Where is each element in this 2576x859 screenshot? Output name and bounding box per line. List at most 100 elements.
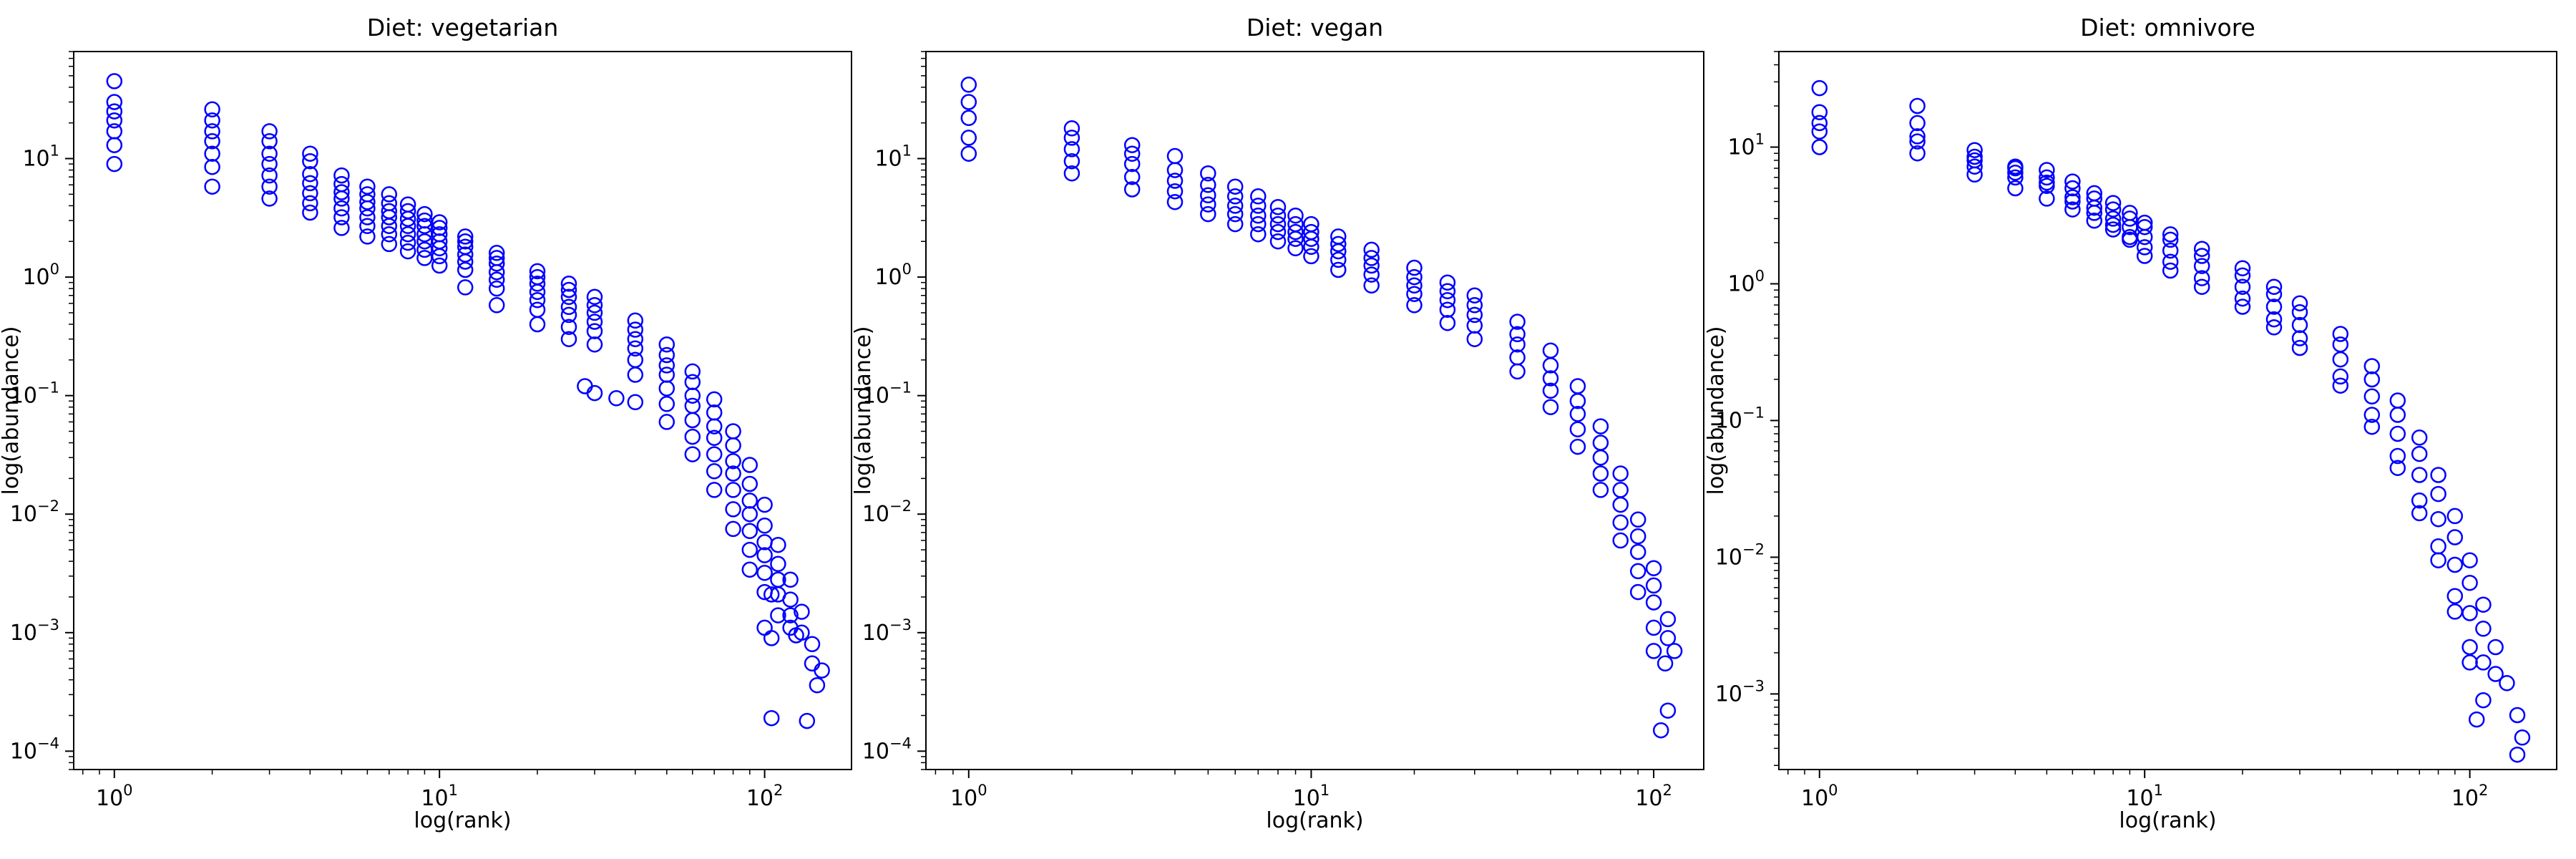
data-point bbox=[1439, 291, 1456, 309]
data-point bbox=[106, 103, 123, 120]
data-point bbox=[756, 496, 773, 513]
data-point bbox=[586, 304, 603, 321]
data-point bbox=[1466, 297, 1483, 314]
data-point bbox=[2475, 691, 2492, 709]
data-point bbox=[261, 155, 278, 173]
data-point bbox=[658, 380, 675, 397]
data-point bbox=[2064, 193, 2081, 210]
data-point bbox=[302, 165, 318, 183]
data-point bbox=[1811, 104, 1828, 120]
data-point bbox=[2265, 278, 2283, 295]
data-point bbox=[1645, 577, 1662, 594]
data-point bbox=[960, 130, 977, 146]
data-point bbox=[725, 482, 741, 498]
data-point bbox=[204, 101, 220, 118]
data-point bbox=[2162, 242, 2179, 259]
data-point bbox=[261, 178, 278, 195]
data-point bbox=[560, 306, 577, 324]
data-point bbox=[529, 316, 546, 333]
data-point bbox=[359, 178, 376, 195]
data-point bbox=[2193, 278, 2210, 295]
data-point bbox=[399, 234, 416, 251]
data-point bbox=[658, 357, 675, 374]
data-point bbox=[1063, 130, 1080, 146]
data-point bbox=[457, 233, 474, 250]
data-point bbox=[302, 195, 318, 212]
data-point bbox=[1466, 287, 1483, 304]
data-point bbox=[381, 236, 398, 253]
data-point bbox=[399, 243, 416, 260]
data-point bbox=[809, 676, 826, 694]
data-point bbox=[756, 619, 773, 636]
data-point bbox=[1363, 277, 1380, 294]
data-point bbox=[2291, 316, 2308, 334]
data-point bbox=[1612, 496, 1629, 513]
svg-text:101: 101 bbox=[874, 142, 912, 172]
svg-text:10−1: 10−1 bbox=[862, 379, 912, 409]
data-point bbox=[457, 228, 474, 245]
data-point bbox=[1542, 357, 1559, 374]
x-axis-label: log(rank) bbox=[2119, 808, 2216, 833]
data-point bbox=[608, 390, 625, 407]
data-point bbox=[488, 245, 505, 261]
data-point bbox=[1200, 165, 1216, 182]
data-point bbox=[359, 218, 376, 234]
data-point bbox=[1363, 266, 1380, 283]
subplot-title: Diet: vegetarian bbox=[367, 14, 559, 42]
data-point bbox=[333, 184, 350, 200]
data-point bbox=[1406, 259, 1423, 276]
data-point bbox=[1250, 207, 1267, 224]
data-point bbox=[457, 279, 474, 296]
data-point bbox=[2411, 430, 2428, 446]
data-point bbox=[2411, 492, 2428, 509]
data-point bbox=[684, 412, 701, 429]
data-point bbox=[725, 501, 741, 518]
data-point bbox=[1592, 465, 1609, 482]
data-point bbox=[1509, 314, 1526, 330]
data-point bbox=[399, 210, 416, 227]
data-point bbox=[706, 482, 723, 498]
data-point bbox=[1509, 363, 1526, 380]
data-point bbox=[586, 288, 603, 306]
data-point bbox=[2363, 371, 2381, 388]
data-point bbox=[2475, 621, 2492, 637]
data-point bbox=[1330, 243, 1347, 260]
data-point bbox=[658, 396, 675, 412]
data-point bbox=[2509, 707, 2526, 724]
data-point bbox=[741, 505, 758, 523]
data-point bbox=[627, 394, 644, 411]
data-point bbox=[741, 523, 758, 540]
data-point bbox=[960, 94, 977, 110]
data-point bbox=[381, 225, 398, 243]
data-point bbox=[2039, 162, 2055, 178]
data-point bbox=[2136, 239, 2153, 256]
data-point bbox=[763, 709, 780, 727]
data-point bbox=[2430, 485, 2446, 503]
data-point bbox=[1629, 563, 1646, 580]
data-point bbox=[2509, 746, 2526, 763]
data-point bbox=[658, 336, 675, 353]
data-point bbox=[2468, 711, 2485, 728]
data-point bbox=[1509, 336, 1526, 353]
data-point bbox=[2104, 201, 2122, 218]
data-point bbox=[2411, 445, 2428, 462]
data-point bbox=[457, 246, 474, 263]
data-point bbox=[684, 446, 701, 462]
data-point bbox=[1659, 630, 1677, 646]
data-point bbox=[2234, 290, 2251, 307]
data-point bbox=[1569, 421, 1586, 437]
data-point bbox=[359, 200, 376, 217]
data-point bbox=[1406, 297, 1423, 314]
data-point bbox=[560, 299, 577, 316]
data-point bbox=[1542, 370, 1559, 387]
x-tick-label: 100 bbox=[1801, 782, 1838, 811]
data-point bbox=[1406, 268, 1423, 286]
data-point bbox=[2291, 295, 2308, 311]
data-point bbox=[2446, 529, 2464, 545]
data-point bbox=[302, 204, 318, 221]
data-point bbox=[1509, 326, 1526, 343]
data-point bbox=[2265, 286, 2283, 303]
data-point bbox=[684, 428, 701, 445]
data-point bbox=[627, 312, 644, 329]
data-point bbox=[1330, 236, 1347, 253]
